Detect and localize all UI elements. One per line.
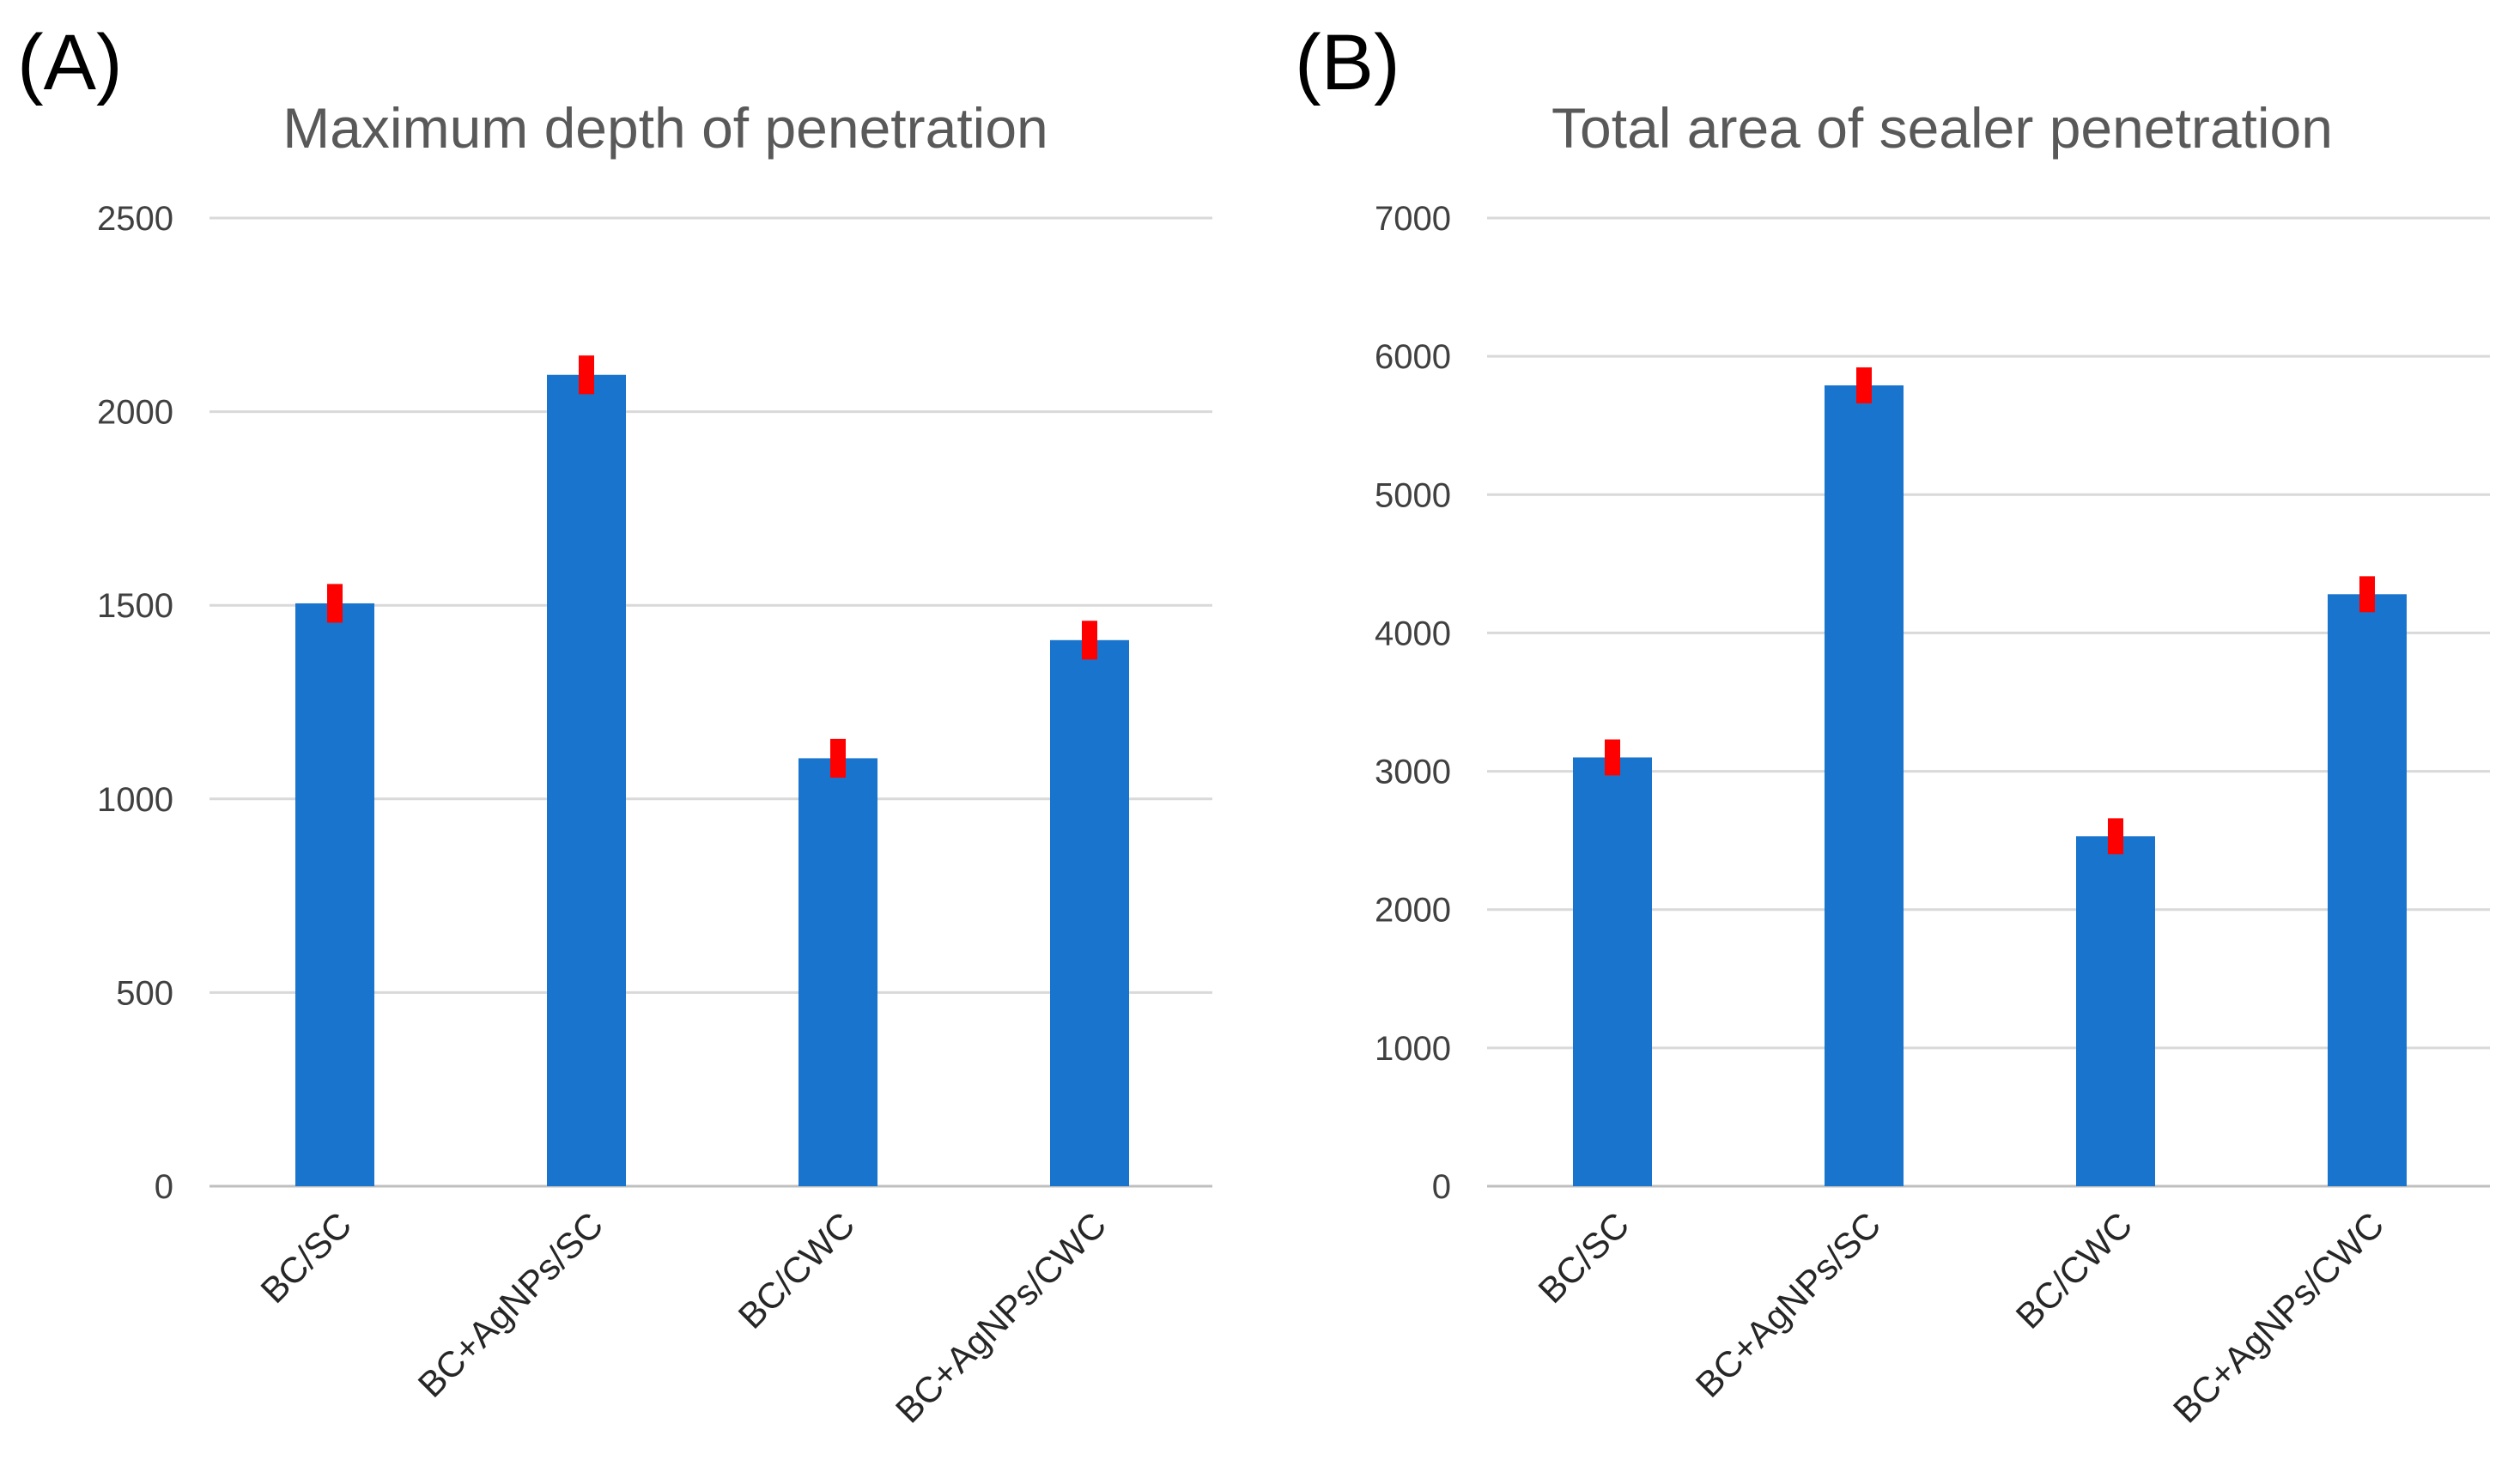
x-tick-label: BC/CWC	[731, 1204, 863, 1336]
error-bar	[1856, 367, 1872, 403]
error-bars	[1605, 367, 2375, 855]
chart-panel-b: (B) Total area of sealer penetration 0 10…	[1295, 19, 2490, 1431]
error-bar	[830, 738, 846, 778]
x-tick-label: BC+AgNPs/SC	[1688, 1204, 1889, 1405]
y-tick-label: 5000	[1375, 476, 1451, 514]
error-bar	[1605, 739, 1620, 776]
bar	[1050, 639, 1129, 1186]
gridlines	[209, 216, 1212, 1188]
x-tick-label: BC/SC	[252, 1204, 359, 1311]
error-bar	[579, 355, 594, 395]
y-tick-label: 6000	[1375, 338, 1451, 376]
gridlines	[1487, 216, 2490, 1188]
y-tick-label: 0	[1432, 1168, 1451, 1206]
x-tick-label: BC+AgNPs/SC	[410, 1204, 611, 1405]
y-tick-label: 4000	[1375, 615, 1451, 652]
y-tick-label: 7000	[1375, 200, 1451, 238]
x-tick-label: BC+AgNPs/CWC	[888, 1204, 1114, 1430]
chart-panel-a: (A) Maximum depth of penetration 0 500 100…	[17, 19, 1212, 1431]
y-tick-label: 3000	[1375, 754, 1451, 791]
y-tick-label: 2000	[1375, 892, 1451, 930]
panel-label: (A)	[17, 19, 123, 106]
error-bar	[1082, 621, 1097, 660]
y-tick-label: 500	[116, 974, 173, 1012]
y-tick-label: 1000	[97, 781, 173, 819]
error-bar	[2108, 818, 2123, 855]
x-axis-ticks: BC/SC BC+AgNPs/SC BC/CWC BC+AgNPs/CWC	[1530, 1204, 2391, 1430]
bar	[295, 603, 374, 1186]
y-axis-ticks: 0 1000 2000 3000 4000 5000 6000 7000	[1375, 200, 1451, 1206]
panel-label: (B)	[1295, 19, 1400, 106]
error-bars	[327, 355, 1097, 778]
x-tick-label: BC/CWC	[2008, 1204, 2140, 1336]
bar	[799, 758, 877, 1186]
bars	[295, 374, 1129, 1187]
error-bar	[327, 584, 343, 623]
bar	[1573, 757, 1652, 1186]
x-tick-label: BC+AgNPs/CWC	[2165, 1204, 2391, 1430]
bar	[1825, 385, 1904, 1186]
error-bar	[2359, 576, 2375, 613]
y-tick-label: 1500	[97, 587, 173, 625]
bar	[2328, 594, 2407, 1186]
bar	[2076, 836, 2155, 1186]
chart-title: Total area of sealer penetration	[1551, 96, 2333, 160]
y-axis-ticks: 0 500 1000 1500 2000 2500	[97, 200, 173, 1206]
bar	[547, 374, 626, 1187]
x-tick-label: BC/SC	[1530, 1204, 1636, 1311]
x-axis-ticks: BC/SC BC+AgNPs/SC BC/CWC BC+AgNPs/CWC	[252, 1204, 1114, 1430]
y-tick-label: 2500	[97, 200, 173, 238]
chart-title: Maximum depth of penetration	[282, 96, 1047, 160]
y-tick-label: 1000	[1375, 1030, 1451, 1068]
y-tick-label: 2000	[97, 394, 173, 432]
y-tick-label: 0	[155, 1168, 173, 1206]
bars	[1573, 385, 2407, 1186]
